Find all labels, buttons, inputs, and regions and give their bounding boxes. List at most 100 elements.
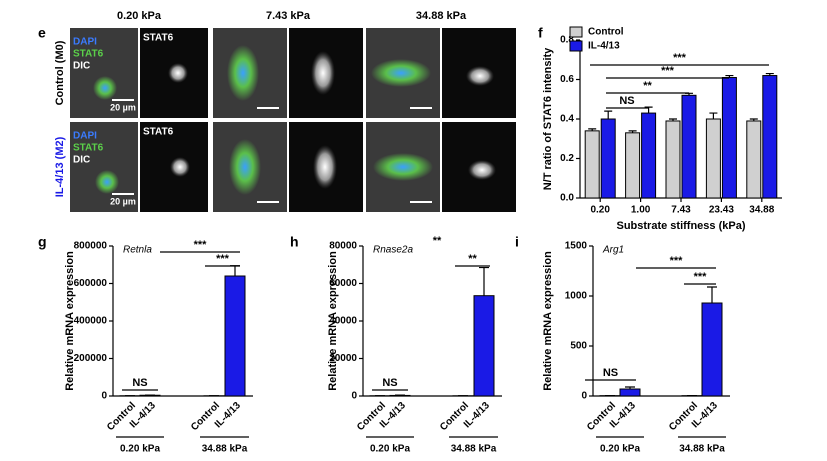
significance-label: ***	[694, 271, 708, 283]
legend-label: IL-4/13	[588, 41, 620, 52]
y-axis-label: Relative mRNA expression	[542, 251, 554, 391]
cell	[466, 66, 494, 86]
bar	[641, 112, 657, 199]
significance-label: NS	[603, 367, 618, 379]
y-tick-label: 80000	[329, 241, 357, 252]
error-bar	[644, 106, 653, 114]
y-tick-label: 0.2	[560, 153, 574, 164]
x-tick-label: 34.88	[749, 205, 774, 216]
gene-label: Retnla	[123, 245, 152, 256]
row-label: IL-4/13 (M2)	[54, 136, 66, 197]
channel-label: DIC	[73, 155, 90, 166]
error-bar	[725, 74, 734, 78]
gene-label: Rnase2a	[373, 245, 413, 256]
legend-label: Control	[588, 27, 624, 38]
row-treatment: IL-4/13	[54, 162, 66, 197]
significance-label: ***	[670, 255, 684, 267]
micrograph	[70, 28, 138, 118]
y-tick-label: 500	[570, 341, 587, 352]
error-bar	[749, 118, 758, 121]
bar	[705, 118, 721, 199]
y-tick-label: 60000	[329, 278, 357, 289]
panel-label: h	[290, 234, 299, 250]
group-label: 0.20 kPa	[600, 444, 640, 455]
y-tick-label: 20000	[329, 353, 357, 364]
significance-label: **	[643, 80, 652, 92]
group-label: 0.20 kPa	[120, 444, 160, 455]
bar	[762, 75, 778, 199]
x-axis-label: Substrate stiffness (kPa)	[617, 220, 746, 232]
legend-swatch	[569, 26, 583, 38]
y-tick-label: 0.0	[560, 193, 574, 204]
error-bar	[230, 265, 240, 276]
significance-label: ***	[194, 239, 208, 251]
panel-label: i	[515, 234, 519, 250]
group-label: 34.88 kPa	[202, 444, 248, 455]
y-tick-label: 0.4	[560, 114, 574, 125]
group-label: 34.88 kPa	[451, 444, 497, 455]
y-axis-label: Relative mRNA expression	[327, 251, 339, 391]
y-tick-label: 800000	[74, 241, 108, 252]
column-header: 0.20 kPa	[117, 10, 162, 22]
row-macrophage: (M0)	[54, 40, 66, 63]
y-axis-label: N/T ratio of STAT6 intensity	[542, 47, 554, 190]
error-bar	[628, 130, 637, 133]
group-label: 34.88 kPa	[679, 444, 725, 455]
y-tick-label: 0.6	[560, 74, 574, 85]
x-tick-label: 23.43	[709, 205, 734, 216]
channel-label: DIC	[73, 61, 90, 72]
panel-label: f	[538, 25, 543, 41]
y-tick-label: 400000	[74, 316, 108, 327]
bar	[584, 130, 600, 199]
cell	[95, 170, 119, 194]
y-tick-label: 1500	[565, 241, 588, 252]
significance-label: NS	[619, 95, 634, 107]
error-bar	[479, 266, 489, 296]
error-bar	[588, 128, 597, 131]
bar	[701, 302, 723, 397]
error-bar	[707, 286, 717, 303]
cell	[311, 51, 335, 95]
y-axis-label: Relative mRNA expression	[64, 251, 76, 391]
channel-label: STAT6	[73, 143, 104, 154]
bar	[619, 388, 641, 397]
panel-label: e	[38, 25, 46, 41]
group-label: 0.20 kPa	[370, 444, 410, 455]
legend-swatch	[569, 40, 583, 52]
cell	[170, 157, 190, 177]
bar	[746, 120, 762, 199]
scale-bar-label: 20 µm	[110, 196, 136, 206]
significance-label: ***	[661, 65, 675, 77]
significance-label: NS	[132, 377, 147, 389]
panel-label: g	[38, 234, 47, 250]
micrograph	[70, 122, 138, 212]
cell	[313, 145, 337, 189]
cell	[468, 160, 496, 180]
significance-label: **	[433, 235, 442, 247]
y-tick-label: 0.8	[560, 35, 574, 46]
cell	[371, 59, 431, 87]
significance-label: **	[468, 253, 477, 265]
scale-bar-label: 20 µm	[110, 102, 136, 112]
y-tick-label: 0	[351, 391, 357, 402]
cell	[229, 139, 261, 195]
cell	[168, 63, 188, 83]
channel-label: STAT6	[143, 127, 174, 138]
column-header: 34.88 kPa	[416, 10, 467, 22]
significance-label: NS	[382, 377, 397, 389]
error-bar	[765, 72, 774, 76]
y-tick-label: 0	[101, 391, 107, 402]
error-bar	[604, 110, 613, 119]
channel-label: DAPI	[73, 37, 97, 48]
x-tick-label: 0.20	[590, 205, 610, 216]
significance-label: ***	[216, 253, 230, 265]
cell	[373, 153, 433, 181]
significance-label: ***	[673, 52, 687, 64]
y-tick-label: 600000	[74, 278, 108, 289]
y-tick-label: 40000	[329, 316, 357, 327]
cell	[93, 76, 117, 100]
channel-label: DAPI	[73, 131, 97, 142]
y-tick-label: 0	[581, 391, 587, 402]
bar	[721, 77, 737, 199]
